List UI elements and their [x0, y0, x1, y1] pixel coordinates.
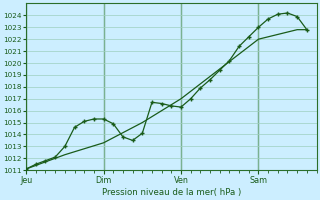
X-axis label: Pression niveau de la mer( hPa ): Pression niveau de la mer( hPa ): [102, 188, 241, 197]
